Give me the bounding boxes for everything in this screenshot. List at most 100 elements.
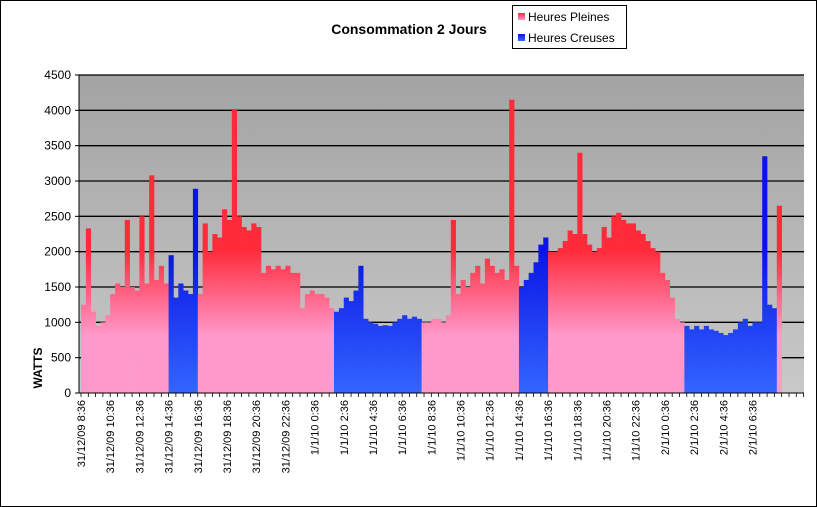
- bar-heures-pleines: [295, 272, 301, 393]
- bar-heures-pleines: [436, 318, 442, 393]
- bar-heures-pleines: [421, 322, 427, 393]
- chart-title: Consommation 2 Jours: [331, 21, 487, 37]
- bar-heures-pleines: [601, 226, 607, 393]
- bar-heures-pleines: [222, 209, 228, 393]
- bar-heures-pleines: [119, 287, 126, 393]
- bar-heures-pleines: [669, 297, 675, 393]
- bar-heures-creuses: [382, 325, 388, 393]
- bar-heures-pleines: [650, 248, 656, 393]
- bar-heures-creuses: [684, 325, 690, 393]
- x-tick-label: 1/1/10 10:36: [456, 400, 468, 461]
- bar-heures-pleines: [290, 272, 296, 393]
- bar-heures-pleines: [776, 205, 782, 393]
- x-tick-label: 1/1/10 8:36: [426, 400, 438, 455]
- bar-heures-pleines: [280, 269, 286, 393]
- bar-heures-pleines: [572, 234, 578, 393]
- bar-heures-pleines: [134, 290, 140, 393]
- bar-heures-pleines: [470, 272, 476, 393]
- bar-heures-pleines: [275, 265, 281, 393]
- bar-heures-creuses: [392, 322, 398, 393]
- bar-heures-creuses: [528, 272, 534, 393]
- y-tick-label: 3500: [44, 139, 71, 153]
- bar-heures-pleines: [460, 279, 466, 393]
- bar-heures-creuses: [694, 325, 700, 393]
- bar-heures-creuses: [752, 322, 758, 393]
- bar-heures-pleines: [606, 237, 612, 393]
- legend-item-heures-creuses: Heures Creuses: [518, 30, 615, 46]
- bar-heures-creuses: [713, 330, 719, 393]
- x-tick-label: 31/12/09 22:36: [280, 400, 292, 473]
- bar-heures-creuses: [372, 323, 379, 393]
- bar-heures-creuses: [348, 301, 354, 393]
- bar-heures-creuses: [368, 322, 374, 393]
- bar-heures-pleines: [100, 322, 106, 393]
- bar-heures-creuses: [757, 322, 763, 393]
- bar-heures-creuses: [343, 297, 349, 393]
- bar-heures-pleines: [591, 251, 598, 393]
- legend-label: Heures Pleines: [528, 10, 610, 24]
- bar-heures-pleines: [514, 265, 520, 393]
- bar-heures-pleines: [499, 269, 505, 393]
- bar-heures-pleines: [217, 237, 223, 393]
- y-tick-label: 1500: [44, 280, 71, 294]
- bar-heures-pleines: [226, 219, 233, 393]
- x-tick-label: 2/1/10 0:36: [660, 400, 672, 455]
- bar-heures-pleines: [484, 258, 491, 393]
- y-axis-label: WATTS: [31, 347, 45, 388]
- x-tick-label: 31/12/09 20:36: [251, 400, 263, 473]
- bar-heures-creuses: [728, 332, 734, 393]
- bar-heures-pleines: [431, 318, 437, 393]
- bar-heures-creuses: [192, 188, 199, 393]
- bar-heures-pleines: [163, 283, 169, 393]
- x-tick-label: 1/1/10 22:36: [631, 400, 643, 461]
- x-tick-label: 31/12/09 16:36: [193, 400, 205, 473]
- x-tick-label: 31/12/09 10:36: [105, 400, 117, 473]
- bar-heures-pleines: [319, 294, 325, 393]
- bar-heures-creuses: [767, 304, 773, 393]
- bar-heures-creuses: [742, 318, 748, 393]
- bar-heures-creuses: [407, 318, 413, 393]
- legend-swatch-hp: [518, 13, 525, 20]
- x-tick-label: 1/1/10 0:36: [310, 400, 322, 455]
- bar-heures-pleines: [645, 241, 651, 393]
- bar-heures-pleines: [95, 325, 101, 393]
- bar-heures-pleines: [426, 322, 432, 393]
- bar-heures-pleines: [552, 251, 559, 393]
- bar-heures-pleines: [625, 223, 632, 393]
- bar-heures-creuses: [397, 318, 403, 393]
- bar-heures-pleines: [197, 294, 203, 393]
- bar-heures-pleines: [455, 294, 461, 393]
- bar-heures-creuses: [377, 325, 383, 393]
- bar-heures-pleines: [557, 248, 564, 393]
- bar-heures-pleines: [85, 228, 92, 393]
- bar-heures-creuses: [708, 329, 714, 393]
- y-tick-label: 500: [51, 351, 71, 365]
- bar-heures-creuses: [703, 325, 709, 393]
- bar-heures-creuses: [183, 290, 189, 393]
- bar-heures-pleines: [261, 272, 267, 393]
- bar-heures-creuses: [178, 283, 184, 393]
- bar-heures-pleines: [577, 152, 583, 393]
- bar-heures-creuses: [762, 156, 768, 393]
- bar-heures-pleines: [129, 287, 135, 393]
- legend: Heures Pleines Heures Creuses: [512, 5, 627, 49]
- bar-heures-creuses: [518, 287, 525, 393]
- bar-heures-creuses: [689, 329, 695, 393]
- bar-heures-pleines: [664, 279, 671, 393]
- bar-heures-pleines: [256, 226, 262, 393]
- bar-heures-pleines: [679, 322, 685, 393]
- x-tick-label: 1/1/10 20:36: [602, 400, 614, 461]
- y-tick-label: 4500: [44, 68, 71, 82]
- bar-heures-creuses: [358, 265, 364, 393]
- bar-heures-pleines: [489, 265, 495, 393]
- bar-heures-pleines: [270, 269, 276, 393]
- legend-swatch-hc: [518, 34, 525, 41]
- bar-heures-pleines: [450, 219, 456, 393]
- bar-heures-pleines: [299, 308, 306, 393]
- bar-heures-pleines: [202, 223, 208, 393]
- bar-heures-creuses: [416, 318, 422, 393]
- bar-heures-pleines: [231, 108, 238, 394]
- bar-heures-pleines: [144, 283, 150, 393]
- bar-heures-creuses: [188, 294, 194, 393]
